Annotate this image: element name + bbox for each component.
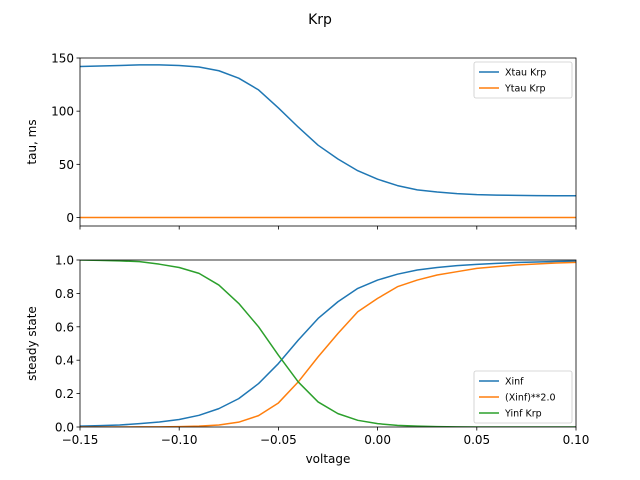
x-tick-label: −0.10: [161, 433, 198, 447]
series-line-xinf: [80, 260, 576, 427]
x-tick-label: 0.10: [563, 433, 590, 447]
y-tick-label: 0: [66, 211, 74, 225]
x-tick-label: −0.15: [62, 433, 99, 447]
legend-box: [473, 61, 573, 99]
y-tick-label: 0.6: [55, 320, 74, 334]
legend: Xinf (Xinf)**2.0 Yinf Krp: [473, 370, 573, 424]
y-tick-label: 0.2: [55, 387, 74, 401]
y-tick-label: 0.4: [55, 354, 74, 368]
legend-label: Yinf Krp: [504, 409, 542, 420]
y-tick-label: 150: [51, 52, 74, 66]
chart-title: Krp: [308, 12, 332, 28]
y-tick-label: 0.8: [55, 287, 74, 301]
legend-label: Xtau Krp: [505, 68, 546, 79]
y-axis-label: tau, ms: [25, 119, 39, 164]
series-line-xtau-krp: [80, 64, 576, 197]
axes-frame: [79, 259, 577, 428]
legend-label: Xinf: [505, 377, 524, 388]
panel-1: 0 50 100 150 tau, ms Xtau Krp Ytau Krp: [25, 52, 577, 230]
y-tick-label: 50: [59, 158, 74, 172]
y-tick-label: 1.0: [55, 254, 74, 268]
x-tick-label: 0.00: [364, 433, 391, 447]
x-tick-label: −0.05: [260, 433, 297, 447]
series-line-yinf-krp: [80, 260, 576, 427]
axes-frame: [79, 57, 577, 227]
y-axis-label: steady state: [25, 306, 39, 381]
legend: Xtau Krp Ytau Krp: [473, 61, 573, 99]
x-axis-label: voltage: [306, 452, 351, 466]
legend-box: [473, 370, 573, 424]
y-tick-label: 0.0: [55, 421, 74, 435]
x-tick-label: 0.05: [463, 433, 490, 447]
panel-2: −0.15 −0.10 −0.05 0.00 0.05 0.10 0.0 0.2 0.4 0.6 0…: [25, 254, 589, 467]
y-tick-label: 100: [51, 105, 74, 119]
legend-label: (Xinf)**2.0: [505, 393, 556, 404]
legend-label: Ytau Krp: [504, 84, 546, 95]
